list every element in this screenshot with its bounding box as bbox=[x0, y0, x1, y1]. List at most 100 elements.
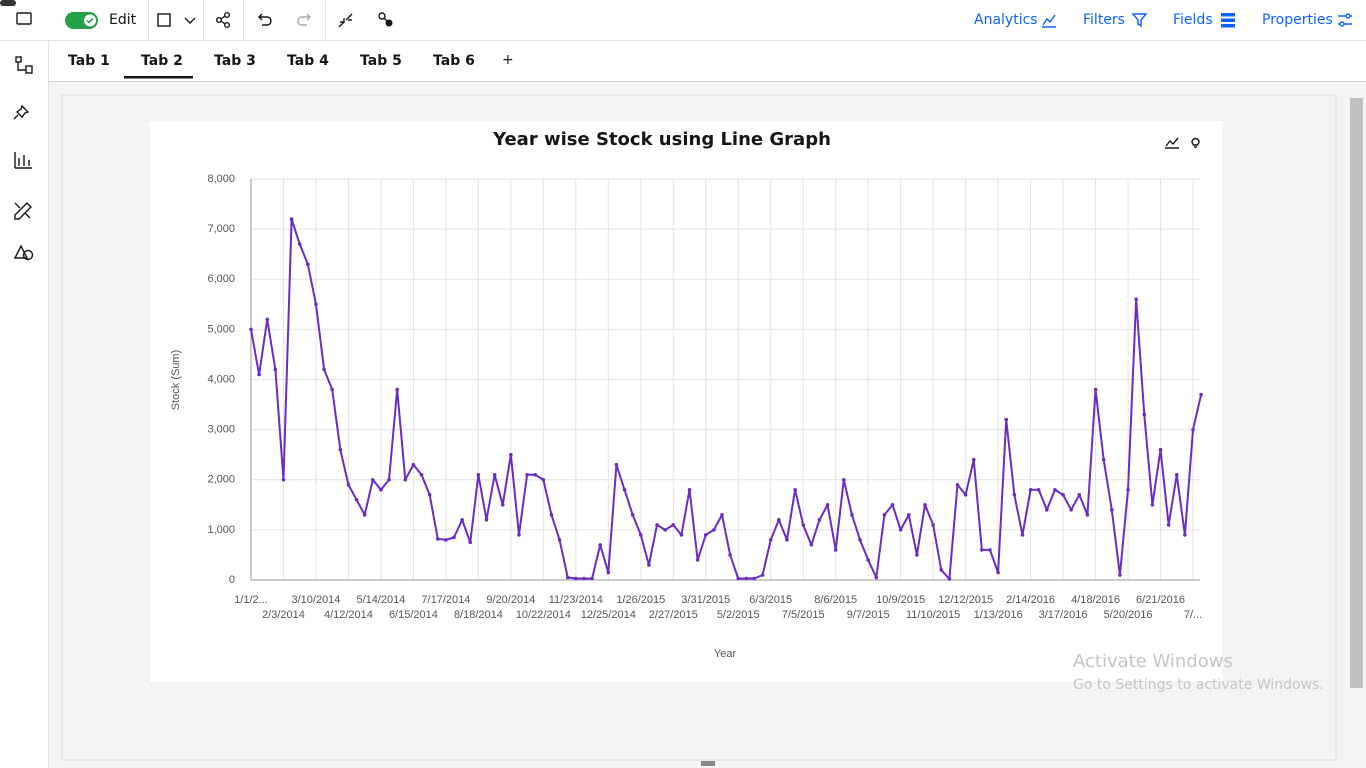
undo-button[interactable] bbox=[258, 13, 272, 26]
data-point bbox=[533, 472, 538, 477]
edit-label: Edit bbox=[109, 12, 137, 28]
x-tick-label: 9/20/2014 bbox=[486, 594, 535, 606]
data-point bbox=[1109, 508, 1114, 512]
data-point bbox=[679, 533, 684, 537]
x-tick-label: 7/17/2014 bbox=[421, 594, 470, 606]
save-button[interactable] bbox=[157, 13, 196, 27]
data-point bbox=[817, 518, 822, 522]
data-point bbox=[549, 513, 554, 517]
data-point bbox=[939, 568, 944, 572]
x-tick-label: 11/23/2014 bbox=[549, 594, 603, 606]
data-point bbox=[955, 482, 960, 487]
media-icon[interactable] bbox=[13, 244, 34, 261]
data-point bbox=[1028, 487, 1033, 492]
x-tick-label: 6/15/2014 bbox=[389, 609, 438, 621]
properties-button[interactable]: Properties bbox=[1262, 12, 1333, 28]
data-point bbox=[931, 523, 935, 527]
filters-button[interactable]: Filters bbox=[1083, 12, 1125, 28]
data-point bbox=[842, 477, 846, 482]
chart-title: Year wise Stock using Line Graph bbox=[492, 129, 831, 150]
scrollbar[interactable] bbox=[1350, 98, 1363, 688]
data-point bbox=[630, 513, 635, 517]
data-point bbox=[492, 472, 497, 477]
y-tick-label: 6,000 bbox=[207, 273, 235, 285]
data-point bbox=[1142, 412, 1147, 417]
y-tick-label: 0 bbox=[229, 574, 235, 586]
data-point bbox=[419, 472, 424, 477]
x-tick-label: 9/7/2015 bbox=[847, 609, 890, 621]
tab[interactable]: Tab 4 bbox=[287, 53, 329, 69]
data-point bbox=[1045, 508, 1049, 512]
redo-button[interactable] bbox=[297, 13, 311, 26]
data-point bbox=[671, 523, 676, 527]
share-button[interactable] bbox=[215, 11, 230, 29]
tab[interactable]: Tab 6 bbox=[433, 53, 475, 69]
x-tick-label: 8/6/2015 bbox=[814, 594, 857, 606]
x-tick-label: 1/1/2... bbox=[234, 594, 268, 606]
y-tick-label: 5,000 bbox=[207, 323, 235, 335]
edit-toggle[interactable] bbox=[65, 12, 98, 29]
data-point bbox=[915, 553, 919, 557]
tab[interactable]: Tab 3 bbox=[214, 53, 256, 69]
data-point bbox=[850, 513, 854, 517]
data-point bbox=[257, 372, 261, 377]
x-tick-label: 3/31/2015 bbox=[681, 594, 730, 606]
data-point bbox=[963, 492, 968, 497]
tab-bar: Tab 1 Tab 2 Tab 3 Tab 4 Tab 5 Tab 6 bbox=[68, 53, 475, 79]
pin-icon[interactable] bbox=[13, 104, 30, 120]
tab[interactable]: Tab 5 bbox=[360, 53, 402, 69]
connect-button[interactable] bbox=[378, 12, 393, 27]
data-point bbox=[1036, 487, 1041, 492]
data-point bbox=[1134, 297, 1138, 302]
data-point bbox=[509, 452, 513, 457]
x-tick-label: 1/13/2016 bbox=[974, 609, 1023, 621]
data-point bbox=[720, 513, 724, 517]
fields-button[interactable]: Fields bbox=[1173, 12, 1213, 28]
analytics-button[interactable]: Analytics bbox=[974, 12, 1038, 28]
x-tick-label: 11/10/2015 bbox=[906, 609, 960, 621]
active-tab-indicator bbox=[124, 76, 193, 79]
sources-icon[interactable] bbox=[15, 56, 33, 74]
data-point bbox=[444, 538, 448, 542]
x-tick-label: 10/9/2015 bbox=[876, 594, 925, 606]
y-tick-label: 8,000 bbox=[207, 173, 235, 185]
data-point bbox=[874, 575, 879, 580]
collapse-button[interactable] bbox=[338, 13, 353, 28]
x-tick-label: 12/25/2014 bbox=[581, 609, 636, 621]
data-point bbox=[866, 558, 870, 562]
data-point bbox=[362, 513, 367, 517]
visualizations-icon[interactable] bbox=[14, 152, 32, 169]
data-point bbox=[476, 472, 481, 477]
x-tick-label: 3/10/2014 bbox=[291, 594, 340, 606]
data-point bbox=[1093, 387, 1098, 392]
x-tick-label: 10/22/2014 bbox=[516, 609, 571, 621]
data-point bbox=[785, 538, 789, 542]
comment-icon[interactable] bbox=[0, 0, 32, 25]
insights-icon[interactable] bbox=[1191, 137, 1200, 148]
tab[interactable]: Tab 1 bbox=[68, 53, 110, 69]
x-tick-label: 5/20/2016 bbox=[1104, 609, 1153, 621]
data-point bbox=[777, 518, 781, 522]
tab[interactable]: Tab 2 bbox=[141, 53, 183, 69]
data-point bbox=[736, 576, 741, 581]
data-point bbox=[484, 518, 489, 522]
add-tab-button[interactable]: + bbox=[502, 52, 514, 68]
data-point bbox=[1174, 472, 1179, 477]
data-point bbox=[638, 533, 643, 537]
watermark-title: Activate Windows bbox=[1073, 651, 1233, 672]
data-point bbox=[712, 528, 716, 532]
data-point bbox=[980, 548, 984, 552]
x-tick-label: 6/21/2016 bbox=[1136, 594, 1185, 606]
x-tick-label: 6/3/2015 bbox=[749, 594, 792, 606]
chart-analytics-icon[interactable] bbox=[1165, 137, 1179, 149]
data-point bbox=[435, 537, 440, 541]
data-point bbox=[590, 576, 594, 581]
data-point bbox=[663, 528, 667, 532]
data-point bbox=[273, 367, 278, 372]
x-tick-label: 1/26/2015 bbox=[616, 594, 665, 606]
y-tick-label: 3,000 bbox=[207, 424, 235, 436]
resize-handle[interactable] bbox=[701, 761, 715, 766]
widgets-icon[interactable] bbox=[14, 202, 32, 220]
data-point bbox=[249, 327, 253, 332]
